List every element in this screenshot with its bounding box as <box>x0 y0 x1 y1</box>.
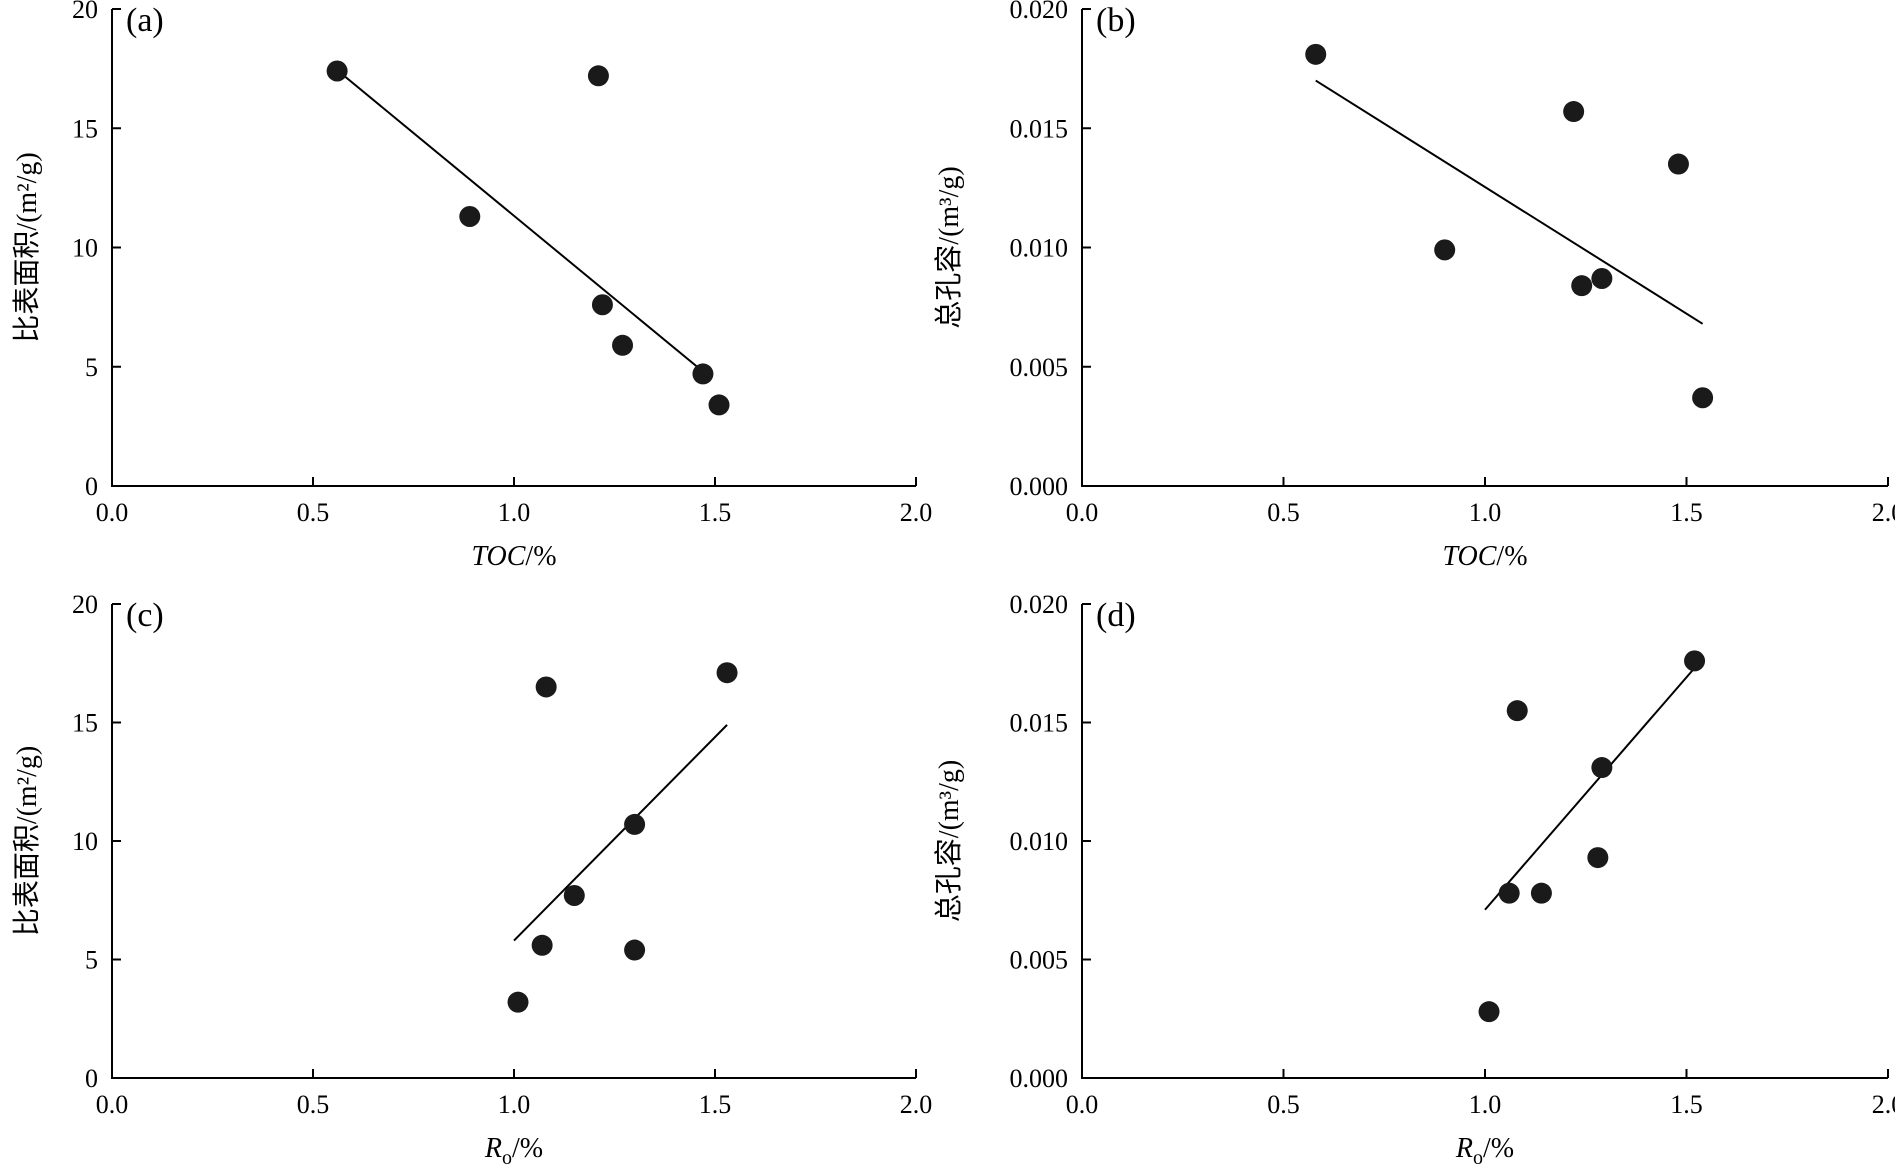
data-point <box>1591 268 1613 290</box>
x-tick-label: 0.5 <box>1267 498 1300 527</box>
y-tick-label: 15 <box>72 114 98 143</box>
data-point <box>507 991 529 1013</box>
y-tick-label: 0.005 <box>1010 946 1069 975</box>
y-axis-title: 总孔容/(m³/g) <box>933 760 965 922</box>
x-tick-label: 2.0 <box>1872 498 1895 527</box>
data-point <box>1587 847 1609 869</box>
y-tick-label: 0.010 <box>1010 234 1069 263</box>
x-tick-label: 0.5 <box>297 498 330 527</box>
x-tick-label: 0.0 <box>1066 1090 1099 1119</box>
x-tick-label: 0.5 <box>1267 1090 1300 1119</box>
x-tick-label: 0.0 <box>96 1090 129 1119</box>
y-tick-label: 0 <box>85 1064 98 1093</box>
x-tick-label: 1.5 <box>699 498 732 527</box>
x-tick-label: 1.0 <box>1469 498 1502 527</box>
data-point <box>535 676 557 698</box>
y-tick-label: 0.005 <box>1010 353 1069 382</box>
data-point <box>1506 700 1528 722</box>
data-point <box>1498 882 1520 904</box>
data-point <box>692 363 714 385</box>
y-tick-label: 20 <box>72 590 98 619</box>
y-axis-title: 比表面积/(m²/g) <box>11 746 43 936</box>
data-point <box>1478 1001 1500 1023</box>
panel-b: 0.0 0.5 1.0 1.5 2.0 0.000 0.005 0.010 0.015 0.020… <box>933 0 1895 572</box>
data-point <box>612 334 634 356</box>
x-axis-title: TOC/% <box>1442 541 1527 572</box>
data-point <box>1571 275 1593 297</box>
x-tick-label: 0.0 <box>1066 498 1099 527</box>
x-tick-label: 1.0 <box>498 1090 531 1119</box>
x-tick-label: 1.5 <box>1670 498 1703 527</box>
fit-line <box>1315 79 1704 325</box>
data-point <box>1684 650 1706 672</box>
data-point <box>563 885 585 907</box>
data-point <box>1692 387 1714 409</box>
x-tick-label: 2.0 <box>900 1090 933 1119</box>
y-tick-label: 5 <box>85 946 98 975</box>
data-point <box>1434 239 1456 261</box>
data-point <box>716 662 738 684</box>
data-point <box>1530 882 1552 904</box>
x-tick-label: 2.0 <box>900 498 933 527</box>
panel-label: (c) <box>126 597 164 634</box>
data-point <box>1563 101 1585 123</box>
y-axis-title: 总孔容/(m³/g) <box>933 166 965 328</box>
data-point <box>708 394 730 416</box>
data-point <box>591 294 613 316</box>
y-tick-label: 0.010 <box>1010 827 1069 856</box>
y-tick-label: 0.000 <box>1010 472 1069 501</box>
y-axis-title: 比表面积/(m²/g) <box>11 152 43 342</box>
panel-label: (d) <box>1096 597 1136 634</box>
x-tick-label: 1.0 <box>1469 1090 1502 1119</box>
fit-line <box>513 724 728 942</box>
data-point <box>1667 153 1689 175</box>
x-tick-label: 1.5 <box>699 1090 732 1119</box>
x-axis-title: TOC/% <box>471 541 556 572</box>
data-point <box>587 65 609 87</box>
axes <box>1081 9 1888 487</box>
y-tick-label: 0 <box>85 472 98 501</box>
fit-line <box>340 72 704 373</box>
panel-c: 0.0 0.5 1.0 1.5 2.0 0 5 10 15 20 (c) Ro/% 比表面积/(m²/g… <box>11 590 932 1169</box>
y-tick-label: 0.015 <box>1010 709 1069 738</box>
y-tick-label: 0.015 <box>1010 114 1069 143</box>
axes <box>111 9 916 487</box>
x-tick-label: 0.5 <box>297 1090 330 1119</box>
x-tick-label: 1.0 <box>498 498 531 527</box>
panel-label: (b) <box>1096 2 1136 39</box>
y-tick-label: 20 <box>72 0 98 24</box>
data-point <box>531 934 553 956</box>
fit-line <box>1484 667 1696 911</box>
y-tick-label: 10 <box>72 827 98 856</box>
y-tick-label: 5 <box>85 353 98 382</box>
panel-d: 0.0 0.5 1.0 1.5 2.0 0.000 0.005 0.010 0.015 0.020… <box>933 590 1895 1169</box>
data-point <box>326 60 348 82</box>
y-tick-label: 0.020 <box>1010 0 1069 24</box>
x-axis-title: Ro/% <box>484 1133 543 1169</box>
panel-a: 0.0 0.5 1.0 1.5 2.0 0 5 10 15 20 (a) TOC/% 比表面积/(m²/… <box>11 0 932 572</box>
data-point <box>1591 757 1613 779</box>
y-tick-label: 15 <box>72 709 98 738</box>
x-tick-label: 1.5 <box>1670 1090 1703 1119</box>
y-tick-label: 0.020 <box>1010 590 1069 619</box>
x-axis-title: Ro/% <box>1455 1133 1514 1169</box>
data-point <box>1305 43 1327 65</box>
data-point <box>459 205 481 227</box>
y-tick-label: 10 <box>72 234 98 263</box>
panel-label: (a) <box>126 2 164 39</box>
x-tick-label: 2.0 <box>1872 1090 1895 1119</box>
data-point <box>624 813 646 835</box>
data-point <box>624 939 646 961</box>
y-tick-label: 0.000 <box>1010 1064 1069 1093</box>
x-tick-label: 0.0 <box>96 498 129 527</box>
